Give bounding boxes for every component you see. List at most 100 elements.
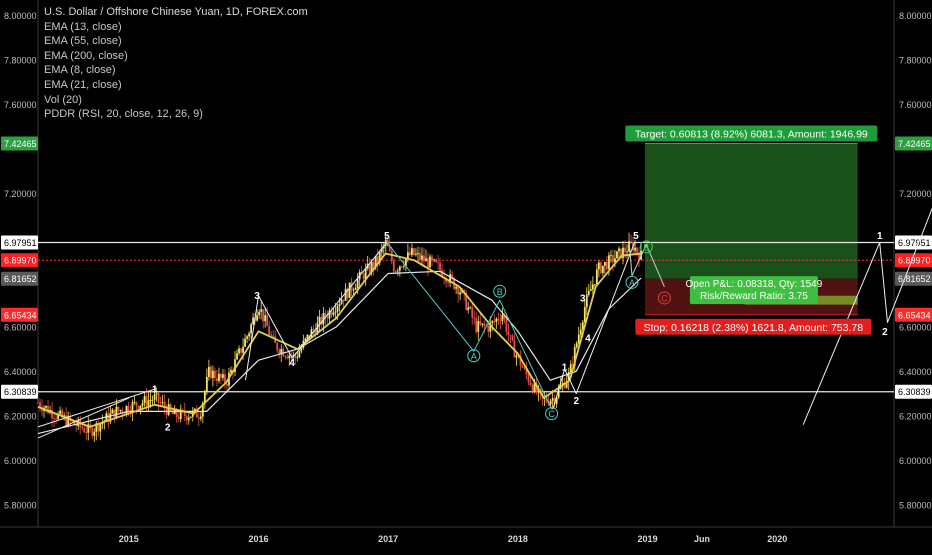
candle-body — [214, 370, 216, 379]
candle-body — [53, 418, 55, 419]
trend-line — [37, 388, 155, 428]
candle-body — [59, 410, 62, 414]
candle-body — [481, 323, 484, 325]
candle-body — [242, 346, 244, 353]
y-tick-label-left: 8.00000 — [4, 11, 37, 21]
candle-body — [501, 315, 504, 321]
wave-label: C — [548, 409, 555, 419]
price-level-badge-right — [895, 136, 932, 151]
candle-body — [81, 426, 84, 429]
candle-body — [467, 307, 470, 310]
wave-label: 2 — [165, 422, 171, 433]
candle-body — [612, 254, 614, 263]
candle-body — [298, 351, 301, 358]
candle-body — [364, 268, 367, 279]
candle-body — [256, 315, 259, 321]
candle-body — [523, 367, 526, 369]
candle-body — [300, 347, 303, 352]
candle-body — [499, 320, 502, 322]
candle-body — [115, 406, 118, 419]
price-level-label-right: 6.65434 — [898, 310, 931, 320]
candle-body — [318, 316, 321, 323]
candle-body — [280, 348, 283, 354]
candle-body — [141, 403, 144, 406]
candle-body — [87, 424, 90, 433]
candle-body — [252, 317, 255, 325]
candle-body — [157, 393, 160, 403]
candle-body — [224, 374, 226, 384]
wave-label: 5 — [633, 231, 639, 242]
candle-body — [521, 366, 524, 368]
candle-body — [533, 382, 536, 392]
candle-body — [288, 355, 291, 359]
candle-body — [236, 353, 238, 360]
candle-body — [427, 258, 429, 268]
candle-body — [282, 348, 285, 357]
price-level-label-left: 6.89970 — [4, 256, 37, 266]
candle-body — [340, 299, 343, 304]
candle-body — [147, 400, 150, 406]
candle-body — [489, 323, 492, 332]
price-level-label-left: 6.81652 — [4, 274, 37, 284]
y-tick-label-left: 5.80000 — [4, 500, 37, 510]
candle-body — [616, 251, 618, 259]
price-level-badge-left — [1, 307, 38, 322]
candle-body — [207, 366, 210, 378]
candle-body — [638, 252, 640, 260]
candle-body — [491, 321, 494, 324]
y-tick-label-right: 6.40000 — [899, 367, 932, 377]
candle-body — [606, 261, 608, 270]
candle-body — [187, 417, 190, 421]
candle-body — [151, 399, 154, 401]
candle-body — [107, 413, 110, 422]
candle-body — [449, 274, 452, 283]
candle-body — [398, 266, 401, 271]
y-tick-label-right: 7.60000 — [899, 100, 932, 110]
candle-body — [57, 413, 60, 420]
candle-body — [306, 334, 309, 339]
candle-body — [384, 239, 387, 246]
candle-body — [519, 355, 522, 367]
candle-body — [404, 258, 407, 266]
candle-body — [589, 289, 592, 291]
candle-body — [131, 402, 134, 413]
candle-body — [270, 334, 273, 336]
candle-body — [203, 391, 206, 403]
candle-body — [348, 282, 351, 298]
candle-body — [292, 354, 295, 357]
candle-body — [149, 400, 152, 401]
candle-body — [175, 409, 178, 418]
candle-body — [451, 274, 454, 279]
candle-body — [61, 410, 64, 418]
candle-body — [529, 382, 532, 386]
candle-body — [511, 335, 514, 341]
y-tick-label-right: 7.20000 — [899, 189, 932, 199]
candle-body — [503, 315, 506, 320]
price-level-label-right: 6.81652 — [898, 274, 931, 284]
candle-body — [354, 287, 357, 290]
x-tick-label: Jun — [694, 534, 710, 544]
candle-body — [316, 322, 319, 335]
candle-body — [334, 311, 337, 313]
candle-body — [487, 325, 490, 332]
price-level-label-right: 7.42465 — [898, 139, 931, 149]
candle-body — [368, 263, 371, 273]
candle-body — [314, 330, 317, 335]
price-level-badge-left — [1, 271, 38, 286]
candle-body — [177, 417, 180, 419]
price-level-label-left: 6.30839 — [4, 387, 37, 397]
wave-label: C — [661, 293, 668, 303]
candle-body — [189, 416, 192, 418]
candle-body — [328, 310, 331, 319]
candle-body — [153, 394, 156, 400]
candle-body — [234, 359, 236, 372]
pnl-label-text: Open P&L: 0.08318, Qty: 1549 — [686, 279, 823, 290]
y-tick-label-left: 7.20000 — [4, 189, 37, 199]
candle-body — [390, 250, 393, 262]
candle-body — [469, 307, 472, 309]
candle-body — [250, 324, 252, 334]
candle-body — [579, 329, 582, 335]
candle-body — [587, 290, 590, 295]
